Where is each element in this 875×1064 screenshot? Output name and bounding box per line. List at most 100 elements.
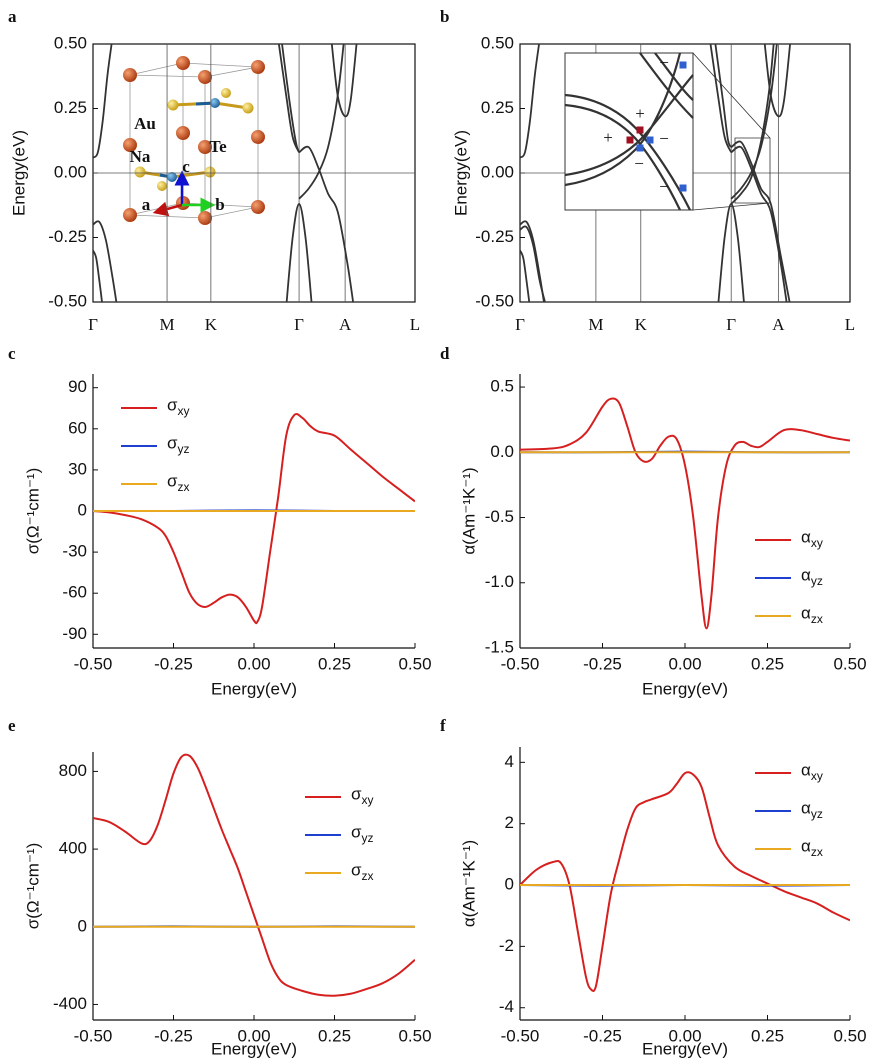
panel-label: d bbox=[440, 344, 450, 363]
y-axis-label: σ(Ω⁻¹cm⁻¹) bbox=[23, 468, 42, 554]
legend-label: αzx bbox=[801, 603, 823, 626]
series-line bbox=[520, 398, 850, 628]
x-tick-label: L bbox=[845, 315, 855, 334]
series-line bbox=[731, 147, 787, 308]
annotation: b bbox=[215, 195, 224, 214]
x-tick-label: -0.50 bbox=[74, 654, 113, 673]
y-tick-label: 0.5 bbox=[490, 377, 514, 396]
annotation: Te bbox=[209, 137, 227, 156]
x-tick-label: 0.50 bbox=[398, 654, 431, 673]
annotation: Na bbox=[130, 147, 151, 166]
y-tick-label: -2 bbox=[499, 936, 514, 955]
y-tick-label: 0.50 bbox=[54, 33, 87, 52]
series-line bbox=[331, 39, 357, 117]
y-tick-label: 0.00 bbox=[481, 162, 514, 181]
x-tick-label: 0.25 bbox=[318, 1026, 351, 1045]
panel: f420-2-4-0.50-0.250.000.250.50Energy(eV)… bbox=[440, 716, 867, 1059]
legend-label: αyz bbox=[801, 565, 823, 588]
annotation: − bbox=[659, 177, 669, 196]
x-axis-label: Energy(eV) bbox=[211, 679, 297, 698]
y-axis-label: α(Am⁻¹K⁻¹) bbox=[459, 840, 478, 927]
inset-dot bbox=[627, 137, 634, 144]
x-tick-label: -0.50 bbox=[74, 1026, 113, 1045]
y-tick-label: -0.5 bbox=[485, 507, 514, 526]
y-axis-label: α(Am⁻¹K⁻¹) bbox=[459, 467, 478, 554]
y-axis-label: Energy(eV) bbox=[9, 130, 28, 216]
legend-label: σxy bbox=[167, 395, 190, 418]
legend-label: σzx bbox=[167, 471, 190, 494]
x-tick-label: L bbox=[410, 315, 420, 334]
y-tick-label: 2 bbox=[505, 813, 514, 832]
y-tick-label: 0 bbox=[78, 916, 87, 935]
y-tick-label: 90 bbox=[68, 377, 87, 396]
legend-label: αyz bbox=[801, 798, 823, 821]
series-line bbox=[520, 39, 540, 158]
legend-label: αxy bbox=[801, 760, 823, 783]
x-tick-label: -0.25 bbox=[154, 654, 193, 673]
inset-dot bbox=[647, 137, 654, 144]
y-tick-label: 0.25 bbox=[54, 98, 87, 117]
series-line bbox=[731, 141, 790, 307]
y-tick-label: 60 bbox=[68, 418, 87, 437]
x-tick-label: 0.25 bbox=[751, 654, 784, 673]
panel-label: a bbox=[8, 7, 17, 26]
legend-label: σzx bbox=[351, 860, 374, 883]
y-tick-label: 0.25 bbox=[481, 98, 514, 117]
x-tick-label: 0.00 bbox=[668, 654, 701, 673]
inset-dot bbox=[680, 62, 687, 69]
legend-label: σxy bbox=[351, 784, 374, 807]
annotation: − bbox=[634, 154, 644, 173]
annotation: − bbox=[659, 129, 669, 148]
y-tick-label: 800 bbox=[59, 761, 87, 780]
panel-label: f bbox=[440, 716, 446, 735]
x-tick-label: K bbox=[635, 315, 648, 334]
annotation: − bbox=[659, 53, 669, 72]
y-tick-label: -90 bbox=[62, 624, 87, 643]
x-axis-label: Energy(eV) bbox=[642, 1039, 728, 1058]
legend-label: σyz bbox=[167, 433, 190, 456]
x-tick-label: 0.50 bbox=[833, 654, 866, 673]
y-tick-label: -30 bbox=[62, 542, 87, 561]
y-tick-label: -400 bbox=[53, 994, 87, 1013]
x-tick-label: A bbox=[772, 315, 785, 334]
x-tick-label: M bbox=[588, 315, 603, 334]
y-tick-label: 0.50 bbox=[481, 33, 514, 52]
x-tick-label: 0.25 bbox=[318, 654, 351, 673]
inset-dot bbox=[680, 185, 687, 192]
x-tick-label: -0.25 bbox=[583, 1026, 622, 1045]
x-tick-label: -0.25 bbox=[154, 1026, 193, 1045]
x-axis-label: Energy(eV) bbox=[642, 679, 728, 698]
x-tick-label: M bbox=[159, 315, 174, 334]
x-tick-label: -0.50 bbox=[501, 654, 540, 673]
annotation: c bbox=[182, 157, 190, 176]
y-tick-label: 400 bbox=[59, 839, 87, 858]
y-tick-label: -0.50 bbox=[475, 291, 514, 310]
x-tick-label: -0.25 bbox=[583, 654, 622, 673]
legend-label: αxy bbox=[801, 527, 823, 550]
x-tick-label: 0.00 bbox=[237, 654, 270, 673]
inset-dot bbox=[637, 127, 644, 134]
x-tick-label: Γ bbox=[515, 315, 525, 334]
y-tick-label: -0.50 bbox=[48, 291, 87, 310]
series-line bbox=[299, 147, 354, 308]
x-tick-label: Γ bbox=[88, 315, 98, 334]
annotation: a bbox=[142, 195, 151, 214]
series-line bbox=[520, 250, 530, 307]
y-tick-label: 0 bbox=[505, 875, 514, 894]
y-tick-label: 4 bbox=[505, 752, 514, 771]
y-tick-label: -1.0 bbox=[485, 572, 514, 591]
annotation: Au bbox=[134, 114, 156, 133]
y-tick-label: 30 bbox=[68, 459, 87, 478]
x-axis-label: Energy(eV) bbox=[211, 1039, 297, 1058]
y-tick-label: -4 bbox=[499, 997, 514, 1016]
y-tick-label: -60 bbox=[62, 583, 87, 602]
y-tick-label: -0.25 bbox=[475, 227, 514, 246]
x-tick-label: A bbox=[339, 315, 352, 334]
x-tick-label: K bbox=[205, 315, 218, 334]
panel-label: b bbox=[440, 7, 449, 26]
x-tick-label: 0.50 bbox=[398, 1026, 431, 1045]
